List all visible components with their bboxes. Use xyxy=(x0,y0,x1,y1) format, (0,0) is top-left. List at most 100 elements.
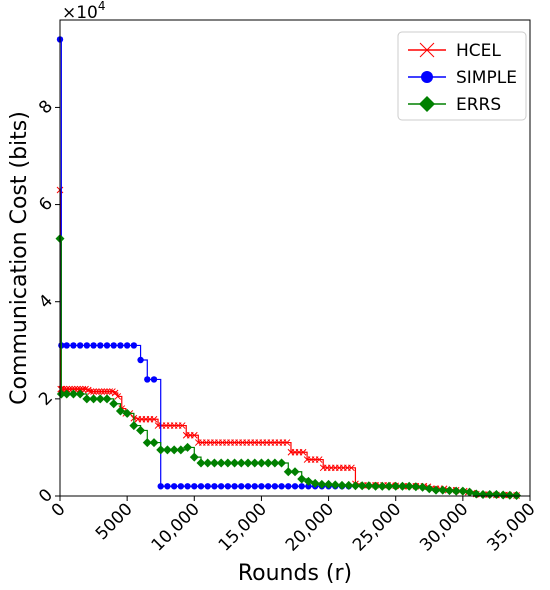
data-point-errs xyxy=(357,481,367,491)
data-point-simple xyxy=(97,342,104,349)
data-point-simple xyxy=(170,483,178,490)
data-point-errs xyxy=(371,481,381,491)
data-point-simple xyxy=(278,483,285,490)
data-point-simple xyxy=(224,483,232,490)
data-point-hcel xyxy=(315,456,323,463)
data-point-hcel xyxy=(299,448,307,456)
data-point-errs xyxy=(75,389,85,399)
x-axis-title: Rounds (r) xyxy=(238,561,352,586)
data-point-simple xyxy=(258,483,265,490)
data-point-hcel xyxy=(90,388,97,395)
data-point-simple xyxy=(123,342,131,349)
data-point-errs xyxy=(243,458,253,468)
y-multiplier-exponent: 4 xyxy=(98,0,106,13)
y-axis-title: Communication Cost (bits) xyxy=(7,111,32,405)
data-point-errs xyxy=(89,394,99,404)
data-point-errs xyxy=(465,487,475,497)
data-point-simple xyxy=(90,342,97,349)
data-point-simple xyxy=(231,483,238,490)
data-point-simple xyxy=(285,483,292,490)
data-point-simple xyxy=(244,483,252,490)
data-point-errs xyxy=(209,458,219,468)
data-point-simple xyxy=(204,483,211,490)
series-errs xyxy=(55,234,522,501)
data-point-simple xyxy=(76,342,84,349)
data-point-errs xyxy=(397,481,407,491)
data-point-errs xyxy=(478,490,488,500)
data-point-errs xyxy=(491,490,501,500)
data-point-hcel xyxy=(87,388,95,395)
data-point-errs xyxy=(424,484,434,494)
data-point-errs xyxy=(183,442,193,452)
data-point-errs xyxy=(162,445,172,455)
data-point-errs xyxy=(404,481,414,491)
data-point-simple xyxy=(110,342,117,349)
data-point-errs xyxy=(451,486,461,496)
data-point-errs xyxy=(56,389,66,399)
data-point-simple xyxy=(137,356,144,364)
data-point-simple xyxy=(251,483,258,490)
data-point-errs xyxy=(277,458,287,468)
data-point-errs xyxy=(129,421,139,431)
data-point-hcel xyxy=(100,388,108,395)
data-point-simple xyxy=(130,342,138,349)
data-point-errs xyxy=(310,478,320,488)
legend-marker xyxy=(421,71,433,83)
data-point-hcel xyxy=(111,389,119,397)
data-point-errs xyxy=(109,399,119,409)
data-point-errs xyxy=(203,458,213,468)
data-point-simple xyxy=(197,483,205,490)
data-point-hcel xyxy=(114,393,122,400)
data-point-errs xyxy=(196,458,206,468)
data-point-errs xyxy=(337,480,347,490)
data-point-simple xyxy=(217,483,225,490)
data-point-simple xyxy=(291,483,299,490)
data-point-errs xyxy=(324,479,334,489)
data-point-errs xyxy=(303,476,313,486)
data-point-simple xyxy=(264,483,272,490)
legend-marker xyxy=(419,42,435,58)
data-point-errs xyxy=(297,474,307,484)
data-point-hcel xyxy=(190,431,198,439)
data-point-errs xyxy=(82,394,92,404)
data-point-hcel xyxy=(95,388,103,395)
data-point-errs xyxy=(230,458,240,468)
data-point-simple xyxy=(117,342,124,349)
data-point-errs xyxy=(270,458,280,468)
data-point-errs xyxy=(189,452,199,462)
data-point-errs xyxy=(216,458,226,468)
data-point-errs xyxy=(438,485,448,495)
data-point-simple xyxy=(305,483,312,490)
data-point-errs xyxy=(444,486,454,496)
data-point-simple xyxy=(177,483,185,490)
legend-label: SIMPLE xyxy=(456,68,517,88)
legend-label: HCEL xyxy=(456,41,501,61)
data-point-errs xyxy=(136,425,146,435)
data-point-errs xyxy=(263,458,273,468)
legend-label: ERRS xyxy=(456,95,501,115)
data-point-errs xyxy=(283,467,293,477)
data-point-simple xyxy=(191,483,198,490)
data-point-errs xyxy=(391,481,401,491)
data-point-errs xyxy=(142,438,152,448)
data-point-simple xyxy=(271,483,279,490)
data-point-errs xyxy=(95,394,105,404)
data-point-simple xyxy=(298,483,305,490)
data-point-simple xyxy=(63,342,70,349)
data-point-simple xyxy=(83,342,91,349)
data-point-errs xyxy=(505,490,515,500)
data-point-errs xyxy=(317,479,327,489)
legend-box xyxy=(397,31,527,121)
legend-item-simple: SIMPLE xyxy=(408,68,517,88)
data-point-simple xyxy=(70,342,77,349)
data-point-hcel xyxy=(348,464,355,472)
data-point-hcel xyxy=(63,385,71,393)
legend: HCEL SIMPLE ERRS xyxy=(397,31,527,121)
y-axis-multiplier: ×104 xyxy=(62,0,106,23)
data-point-simple xyxy=(164,483,171,490)
data-point-errs xyxy=(411,482,421,492)
y-multiplier-base: ×10 xyxy=(62,3,98,23)
data-point-errs xyxy=(364,481,374,491)
data-point-errs xyxy=(102,394,112,404)
